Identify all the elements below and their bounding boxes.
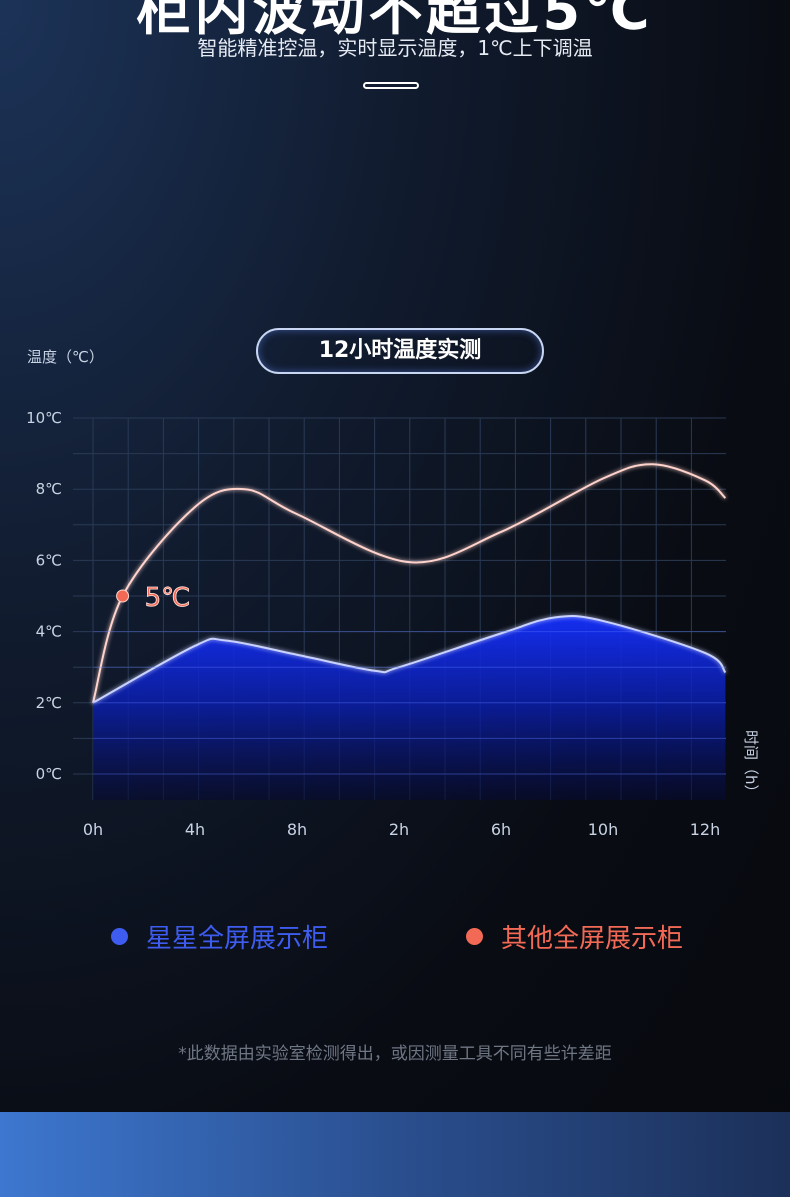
series-line-other <box>92 463 727 704</box>
x-tick-label: 8h <box>287 820 307 839</box>
series-line-xingxing <box>92 615 727 704</box>
legend-dot-red-icon <box>466 928 483 945</box>
legend-label: 其他全屏展示柜 <box>501 924 684 954</box>
x-tick-label: 6h <box>491 820 511 839</box>
y-tick-label: 10℃ <box>26 409 62 427</box>
headline: 柜内波动不超过5℃ <box>136 0 654 42</box>
y-tick-label: 8℃ <box>36 480 62 498</box>
legend-item-xingxing: 星星全屏展示柜 <box>111 918 328 955</box>
subtitle: 智能精准控温，实时显示温度，1℃上下调温 <box>197 36 593 60</box>
x-tick-label: 12h <box>690 820 721 839</box>
y-tick-label: 6℃ <box>36 551 62 569</box>
legend-item-other: 其他全屏展示柜 <box>466 918 683 955</box>
y-tick-label: 0℃ <box>36 765 62 783</box>
chart-title: 12小时温度实测 <box>256 328 544 374</box>
temperature-chart: 10℃ 8℃ 6℃ 4℃ 2℃ 0℃ 0h 4h 8h 2h 6h 10h 12h 时间（h） 5℃ <box>26 409 760 839</box>
legend-dot-blue-icon <box>111 928 128 945</box>
x-tick-label: 0h <box>83 820 103 839</box>
x-tick-label: 4h <box>185 820 205 839</box>
annotation-point <box>116 589 130 603</box>
legend-label: 星星全屏展示柜 <box>146 924 329 954</box>
x-axis-label: 时间（h） <box>742 730 760 800</box>
x-tick-label: 10h <box>588 820 619 839</box>
y-tick-label: 2℃ <box>36 694 62 712</box>
annotation-label: 5℃ <box>145 583 191 613</box>
y-axis-label: 温度（℃） <box>27 348 104 366</box>
footnote: *此数据由实验室检测得出，或因测量工具不同有些许差距 <box>178 1044 612 1064</box>
divider-pill <box>363 82 419 89</box>
series-area-xingxing <box>93 616 726 800</box>
x-tick-label: 2h <box>389 820 409 839</box>
bottom-banner <box>0 1112 790 1197</box>
y-tick-label: 4℃ <box>36 623 62 641</box>
